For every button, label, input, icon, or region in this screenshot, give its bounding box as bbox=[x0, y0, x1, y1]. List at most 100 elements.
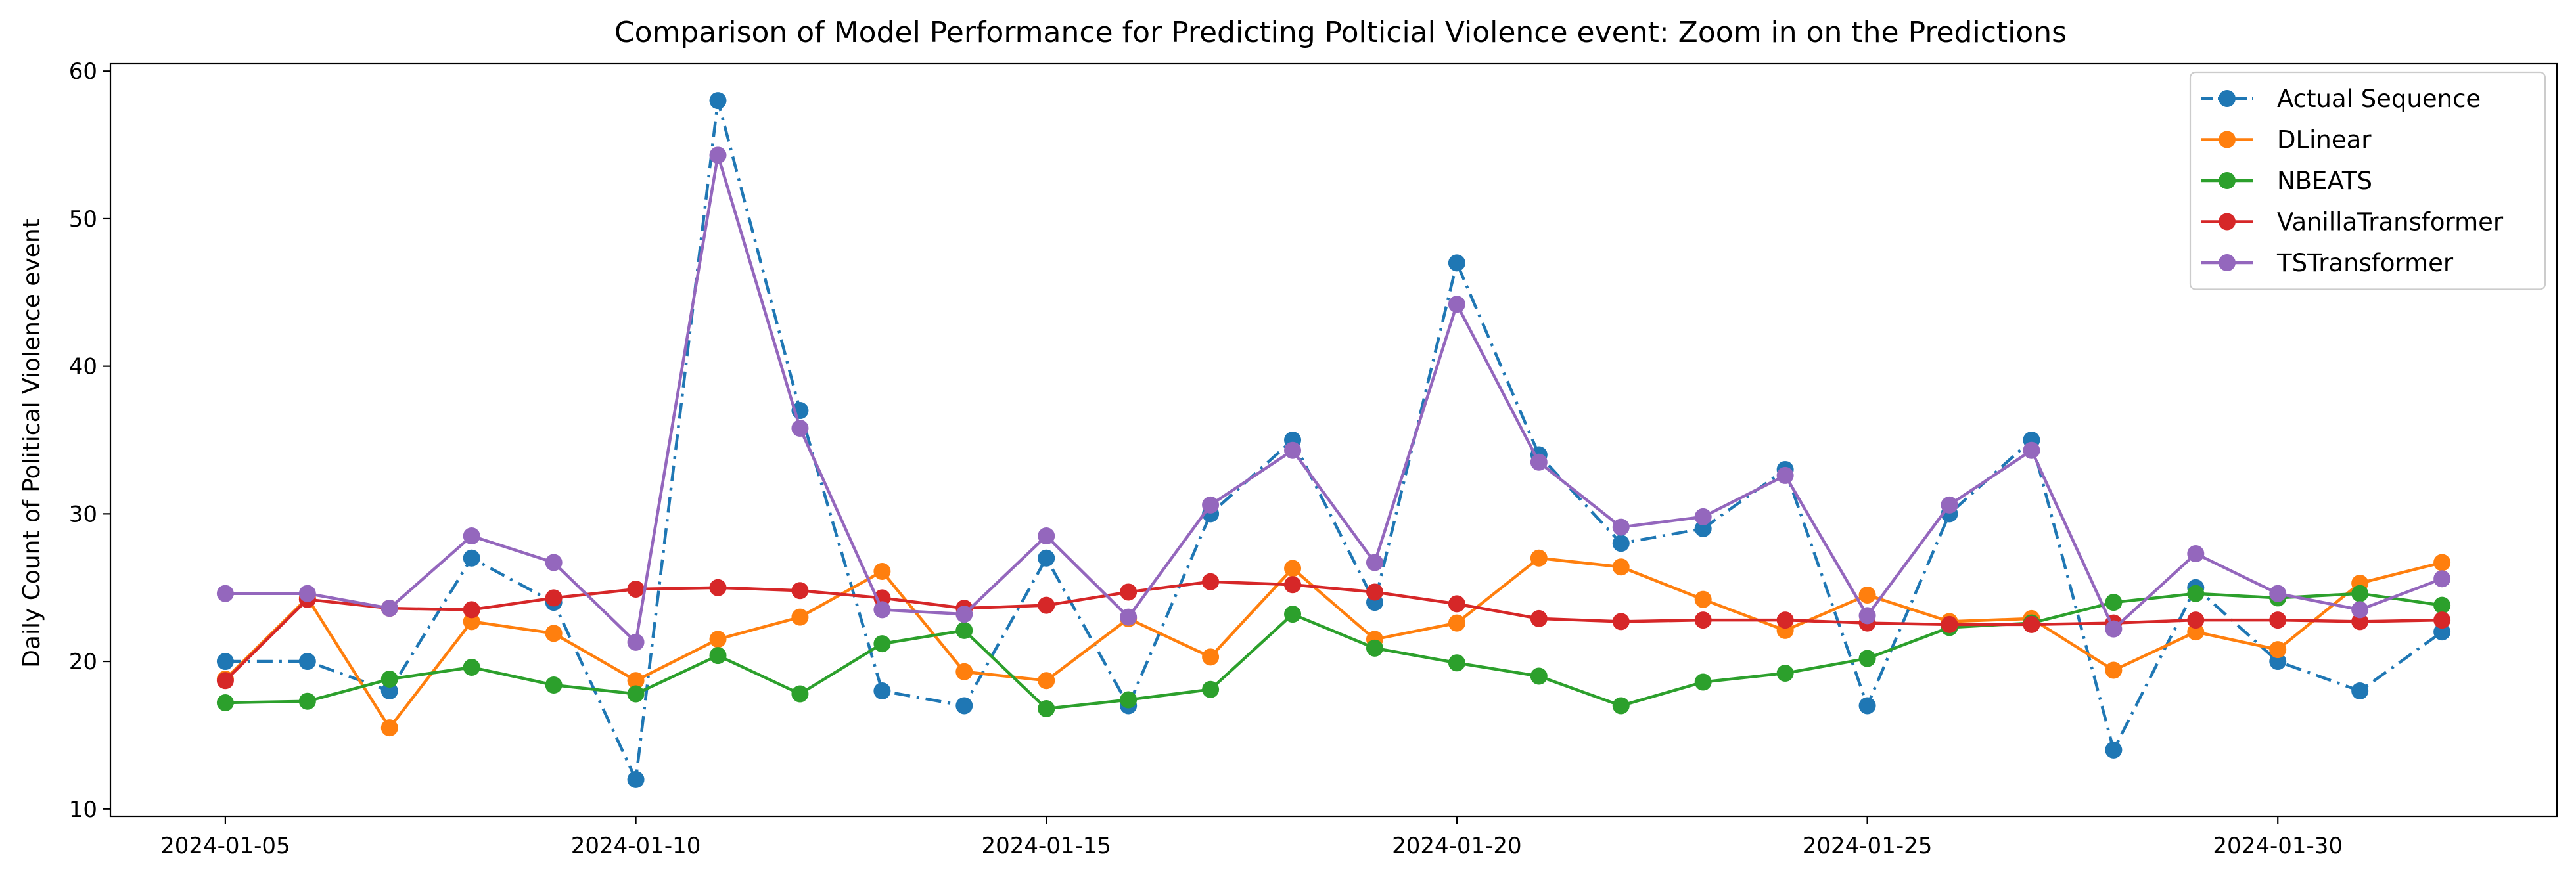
data-point bbox=[1284, 560, 1302, 577]
data-point bbox=[791, 685, 809, 703]
data-point bbox=[873, 682, 891, 699]
data-point bbox=[2351, 601, 2369, 619]
data-point bbox=[2433, 570, 2451, 588]
series-dlinear bbox=[216, 549, 2451, 737]
data-point bbox=[1941, 615, 1958, 633]
data-point bbox=[298, 585, 316, 602]
data-point bbox=[1202, 648, 1220, 666]
data-point bbox=[1284, 606, 1302, 623]
legend-marker bbox=[2219, 213, 2236, 231]
data-point bbox=[463, 613, 480, 631]
data-point bbox=[2187, 611, 2205, 629]
data-point bbox=[1530, 609, 1548, 627]
data-point bbox=[1448, 595, 1465, 613]
data-point bbox=[2105, 741, 2123, 759]
series-tstransformer bbox=[216, 146, 2451, 651]
data-point bbox=[1120, 583, 1138, 601]
data-point bbox=[1366, 639, 1383, 657]
series-line bbox=[224, 556, 2443, 730]
data-point bbox=[1038, 699, 1055, 717]
y-tick-label: 10 bbox=[69, 797, 97, 823]
data-point bbox=[709, 92, 727, 110]
data-point bbox=[1530, 549, 1548, 567]
data-point bbox=[1202, 573, 1220, 590]
data-point bbox=[216, 694, 234, 711]
data-point bbox=[1448, 654, 1465, 672]
data-point bbox=[1284, 576, 1302, 594]
data-point bbox=[2351, 585, 2369, 602]
data-point bbox=[709, 579, 727, 596]
data-point bbox=[2105, 620, 2123, 638]
data-point bbox=[2351, 613, 2369, 631]
data-point bbox=[463, 659, 480, 676]
legend-label: VanillaTransformer bbox=[2277, 208, 2504, 236]
y-tick-label: 20 bbox=[69, 649, 97, 675]
data-point bbox=[1202, 680, 1220, 698]
data-point bbox=[1858, 607, 1876, 625]
data-point bbox=[545, 554, 563, 571]
data-point bbox=[2105, 661, 2123, 679]
legend-label: TSTransformer bbox=[2276, 249, 2454, 277]
data-point bbox=[545, 625, 563, 642]
legend-item: TSTransformer bbox=[2201, 249, 2454, 277]
data-point bbox=[709, 647, 727, 665]
data-point bbox=[545, 676, 563, 694]
y-tick-label: 60 bbox=[69, 58, 97, 85]
data-point bbox=[1612, 558, 1630, 576]
data-point bbox=[216, 585, 234, 602]
data-point bbox=[1612, 535, 1630, 552]
legend-marker bbox=[2219, 131, 2236, 148]
data-point bbox=[627, 770, 645, 788]
plot-frame bbox=[109, 62, 2558, 818]
data-point bbox=[1858, 650, 1876, 667]
data-point bbox=[2187, 545, 2205, 563]
data-point bbox=[1366, 554, 1383, 571]
data-point bbox=[1776, 611, 1794, 629]
y-tick-label: 30 bbox=[69, 501, 97, 527]
data-point bbox=[955, 606, 973, 623]
data-point bbox=[873, 562, 891, 580]
data-point bbox=[380, 682, 398, 699]
data-point bbox=[1694, 673, 1712, 691]
data-point bbox=[1120, 608, 1138, 626]
data-point bbox=[955, 663, 973, 680]
data-point bbox=[2269, 641, 2287, 659]
data-point bbox=[1612, 613, 1630, 631]
data-point bbox=[2351, 682, 2369, 699]
legend-label: NBEATS bbox=[2277, 167, 2372, 195]
data-point bbox=[380, 719, 398, 737]
data-point bbox=[627, 685, 645, 703]
legend-label: DLinear bbox=[2277, 126, 2372, 154]
y-tick-label: 50 bbox=[69, 206, 97, 233]
data-point bbox=[1694, 590, 1712, 608]
data-point bbox=[791, 582, 809, 600]
data-point bbox=[1038, 549, 1055, 567]
data-point bbox=[1202, 496, 1220, 514]
data-point bbox=[1941, 496, 1958, 514]
axes-layer: 10 20 30 40 50 60 2024-01-05 2024-01-10 2024-01-… bbox=[69, 58, 2343, 859]
data-point bbox=[463, 527, 480, 545]
data-point bbox=[2023, 441, 2040, 459]
data-point bbox=[1776, 665, 1794, 682]
data-point bbox=[1530, 453, 1548, 471]
data-point bbox=[298, 653, 316, 671]
data-point bbox=[709, 146, 727, 164]
data-point bbox=[1448, 254, 1465, 272]
legend-item: NBEATS bbox=[2201, 167, 2372, 195]
series-layer bbox=[216, 92, 2451, 788]
data-point bbox=[1858, 586, 1876, 604]
series-line bbox=[224, 580, 2443, 682]
data-point bbox=[1776, 466, 1794, 484]
data-point bbox=[2433, 611, 2451, 629]
legend-box bbox=[2189, 71, 2546, 290]
data-point bbox=[1038, 527, 1055, 545]
data-point bbox=[463, 601, 480, 619]
data-point bbox=[545, 589, 563, 607]
data-point bbox=[1366, 583, 1383, 601]
legend-item: DLinear bbox=[2201, 126, 2372, 154]
data-point bbox=[216, 672, 234, 690]
data-point bbox=[1120, 691, 1138, 709]
data-point bbox=[380, 671, 398, 688]
data-point bbox=[1038, 672, 1055, 690]
